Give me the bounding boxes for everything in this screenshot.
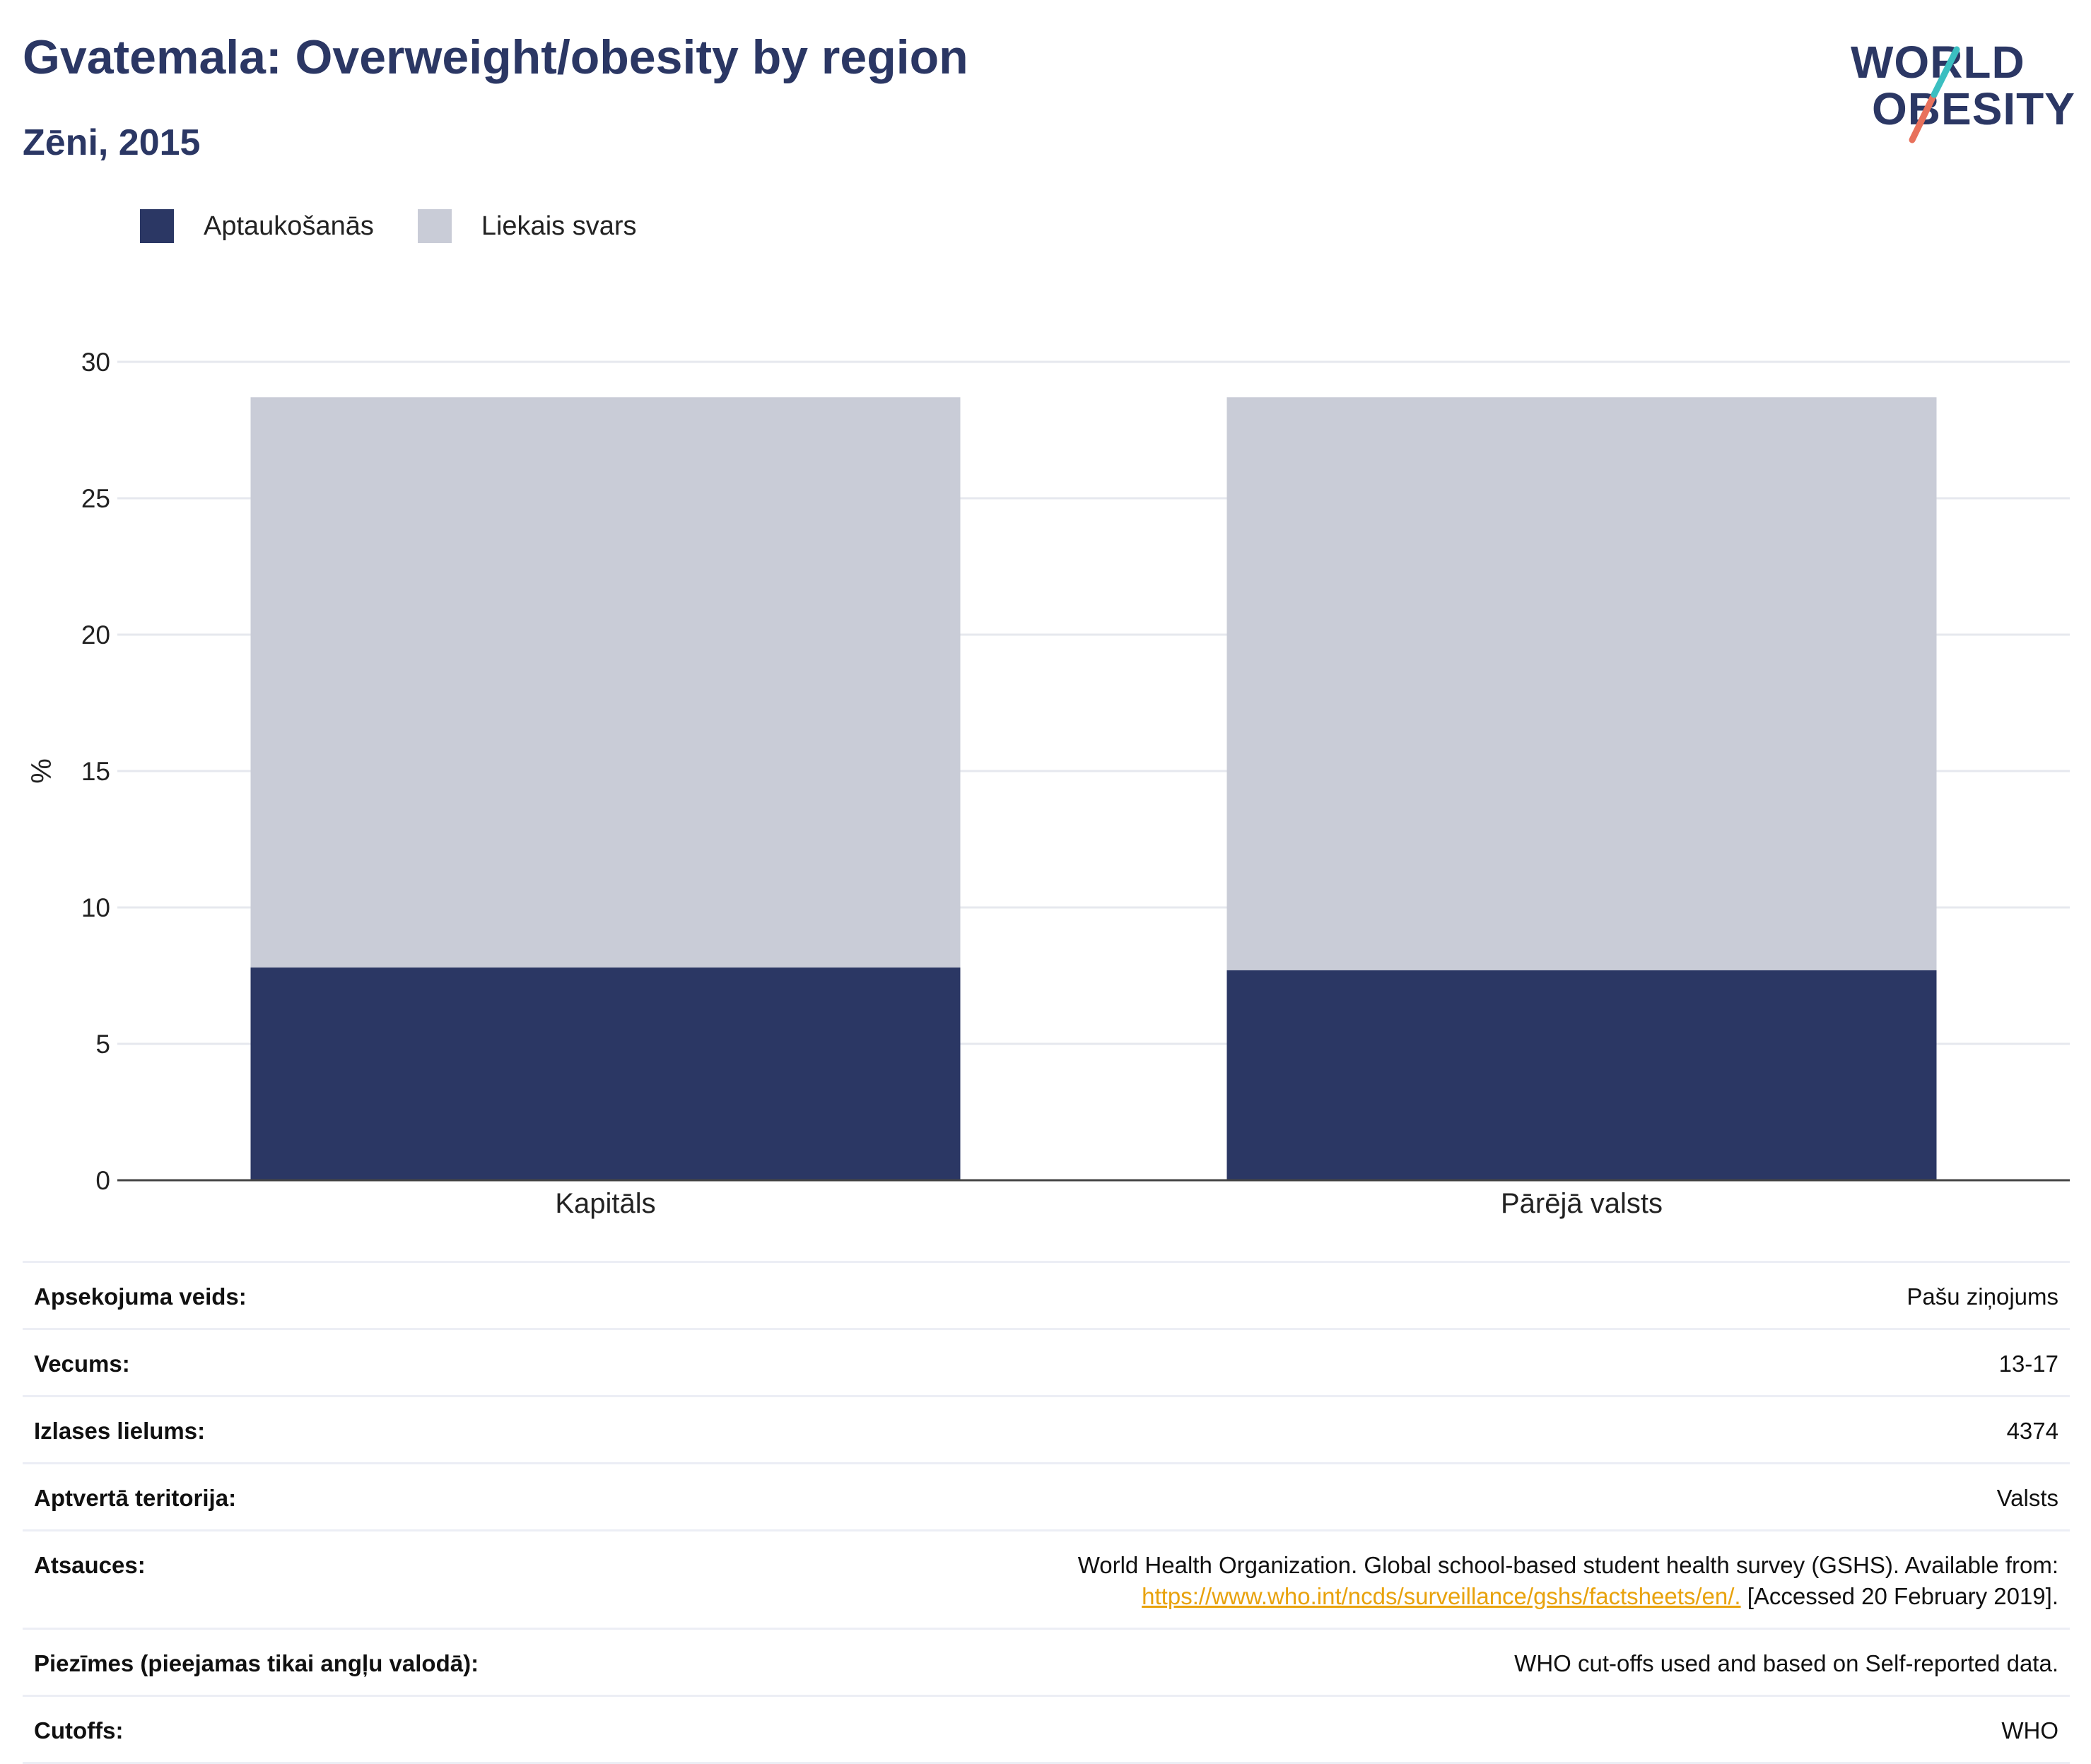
info-label: Piezīmes (pieejamas tikai angļu valodā):: [34, 1650, 479, 1676]
survey-info-table: Apsekojuma veids: Pašu ziņojums Vecums: …: [23, 1261, 2070, 1764]
info-label: Apsekojuma veids:: [34, 1283, 247, 1310]
x-tick-label: Kapitāls: [555, 1188, 655, 1219]
chart-subtitle: Zēni, 2015: [23, 122, 201, 163]
y-tick-label: 10: [81, 893, 110, 922]
y-tick-label: 30: [81, 348, 110, 377]
legend-label-obesity: Aptaukošanās: [204, 211, 374, 241]
y-axis-title: %: [26, 758, 57, 784]
stacked-bar-chart: 0 5 10 15 20 25 30% Kapitāls Pārējā valsts: [26, 348, 2070, 1219]
y-tick-label: 5: [95, 1030, 110, 1059]
y-tick-label: 20: [81, 621, 110, 649]
info-value: 4374: [2006, 1418, 2058, 1444]
info-row-references: Atsauces: World Health Organization. Glo…: [23, 1529, 2070, 1628]
info-value: WHO: [2001, 1717, 2058, 1744]
y-tick-label: 25: [81, 484, 110, 513]
bar-segment-overweight: [250, 397, 961, 968]
info-value: Pašu ziņojums: [1906, 1283, 2058, 1310]
legend-item-obesity[interactable]: Aptaukošanās: [140, 209, 374, 243]
info-label: Atsauces:: [34, 1552, 146, 1578]
info-row-sample-size: Izlases lielums: 4374: [23, 1395, 2070, 1462]
logo-line-1: WORLD: [1851, 37, 2025, 88]
logo-slash-icon: [1909, 46, 1960, 143]
chart-title: Gvatemala: Overweight/obesity by region: [23, 30, 968, 84]
info-label: Cutoffs:: [34, 1717, 124, 1744]
reference-text: World Health Organization. Global school…: [1077, 1552, 2058, 1578]
info-label: Aptvertā teritorija:: [34, 1485, 237, 1511]
legend-label-overweight: Liekais svars: [481, 211, 637, 241]
y-tick-label: 0: [95, 1166, 110, 1195]
bar-segment-obesity: [1226, 970, 1937, 1180]
info-value: WHO cut-offs used and based on Self-repo…: [1514, 1650, 2058, 1676]
logo-line-2: OBESITY: [1872, 83, 2075, 134]
info-row-area-covered: Aptvertā teritorija: Valsts: [23, 1462, 2070, 1529]
reference-link[interactable]: https://www.who.int/ncds/surveillance/gs…: [1142, 1583, 1741, 1609]
info-row-cutoffs: Cutoffs: WHO: [23, 1695, 2070, 1764]
info-row-survey-type: Apsekojuma veids: Pašu ziņojums: [23, 1261, 2070, 1328]
legend-swatch-overweight: [417, 209, 452, 243]
y-tick-label: 15: [81, 757, 110, 786]
bar-segment-overweight: [1226, 397, 1937, 970]
info-label: Izlases lielums:: [34, 1418, 206, 1444]
bar-segment-obesity: [250, 967, 961, 1180]
info-label: Vecums:: [34, 1351, 130, 1377]
legend-swatch-obesity: [140, 209, 174, 243]
chart-legend: Aptaukošanās Liekais svars: [140, 209, 680, 243]
info-row-notes: Piezīmes (pieejamas tikai angļu valodā):…: [23, 1628, 2070, 1695]
world-obesity-logo[interactable]: WORLD OBESITY: [1838, 21, 2078, 148]
info-row-age: Vecums: 13-17: [23, 1328, 2070, 1395]
info-value: Valsts: [1996, 1485, 2058, 1511]
info-value: 13-17: [1998, 1351, 2058, 1377]
references-value: World Health Organization. Global school…: [1078, 1550, 2058, 1612]
legend-item-overweight[interactable]: Liekais svars: [417, 209, 637, 243]
reference-accessed: [Accessed 20 February 2019].: [1747, 1583, 2058, 1609]
x-tick-label: Pārējā valsts: [1501, 1188, 1663, 1219]
